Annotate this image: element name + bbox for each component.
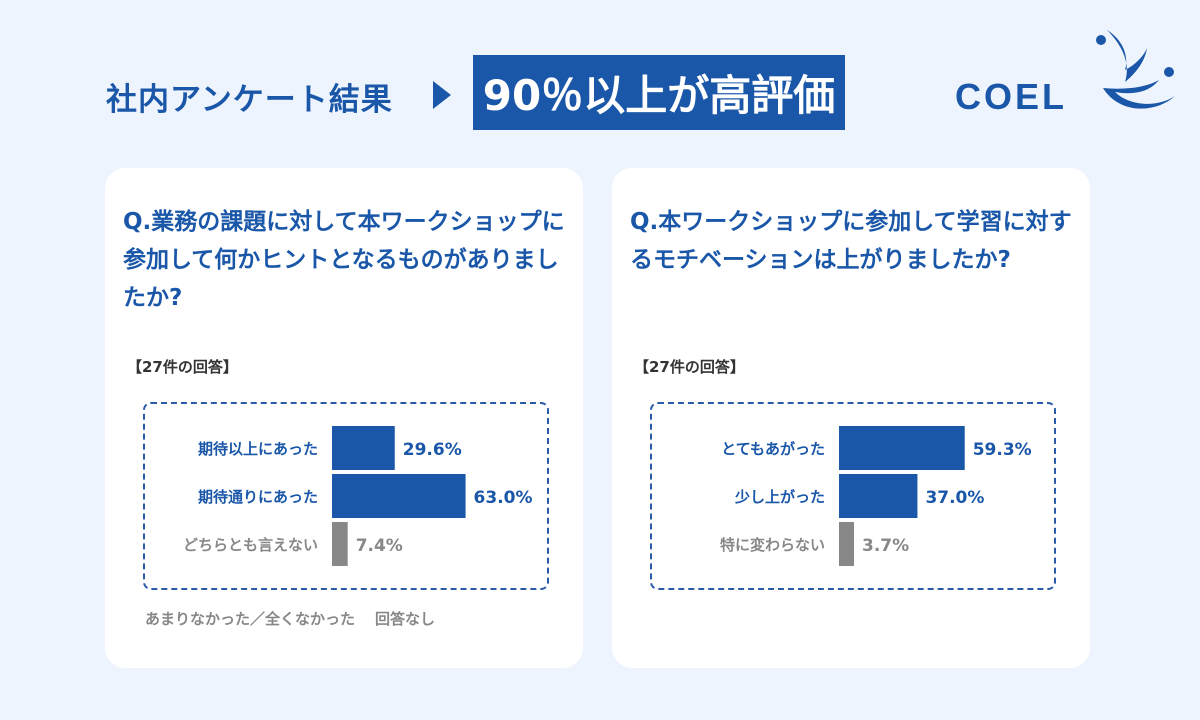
chart-frame: とてもあがった 59.3% 少し上がった 37.0% 特に変わらない 3.7%	[650, 402, 1056, 590]
data-label: 29.6%	[403, 440, 462, 460]
data-label: 59.3%	[973, 440, 1032, 460]
footnote-not-much: あまりなかった／全くなかった	[145, 610, 356, 628]
question-text: Q.本ワークショップに参加して学習に対するモチベーションは上がりましたか?	[630, 209, 1072, 273]
bar	[839, 522, 854, 566]
chart-frame: 期待以上にあった 29.6% 期待通りにあった 63.0% どちらとも言えない 7.4%	[143, 402, 549, 590]
survey-card-1: Q.業務の課題に対して本ワークショップに参加して何かヒントとなるものがありました…	[105, 168, 583, 668]
logo-icon	[1096, 30, 1175, 109]
bar	[839, 474, 918, 518]
data-label: 37.0%	[925, 488, 984, 508]
header: 社内アンケート結果 90％以上が高評価 COEL	[0, 0, 1200, 150]
response-count: 【27件の回答】	[634, 358, 745, 376]
data-label: 7.4%	[356, 536, 403, 556]
category-label: 少し上がった	[734, 488, 825, 506]
data-label: 3.7%	[862, 536, 909, 556]
response-count: 【27件の回答】	[127, 358, 238, 376]
bar-chart: とてもあがった 59.3% 少し上がった 37.0% 特に変わらない 3.7%	[720, 426, 1032, 566]
category-label: 期待以上にあった	[198, 440, 318, 458]
highlight-banner: 90％以上が高評価	[473, 55, 845, 130]
question-text: Q.業務の課題に対して本ワークショップに参加して何かヒントとなるものがありました…	[123, 209, 565, 311]
bar	[332, 522, 348, 566]
arrow-right-icon	[433, 81, 451, 109]
category-label: とてもあがった	[721, 440, 825, 458]
logo-text: COEL	[955, 76, 1068, 117]
page-title: 社内アンケート結果	[106, 82, 393, 118]
category-label: 期待通りにあった	[198, 488, 318, 506]
bar	[332, 426, 395, 470]
bar-chart: 期待以上にあった 29.6% 期待通りにあった 63.0% どちらとも言えない 7.4%	[183, 426, 533, 566]
data-label: 63.0%	[474, 488, 533, 508]
footnote: あまりなかった／全くなかった 回答なし	[145, 608, 435, 629]
category-label: どちらとも言えない	[183, 536, 318, 554]
bar	[839, 426, 965, 470]
bar	[332, 474, 466, 518]
category-label: 特に変わらない	[720, 536, 825, 554]
survey-card-2: Q.本ワークショップに参加して学習に対するモチベーションは上がりましたか? 【2…	[612, 168, 1090, 668]
footnote-no-answer: 回答なし	[375, 610, 436, 628]
